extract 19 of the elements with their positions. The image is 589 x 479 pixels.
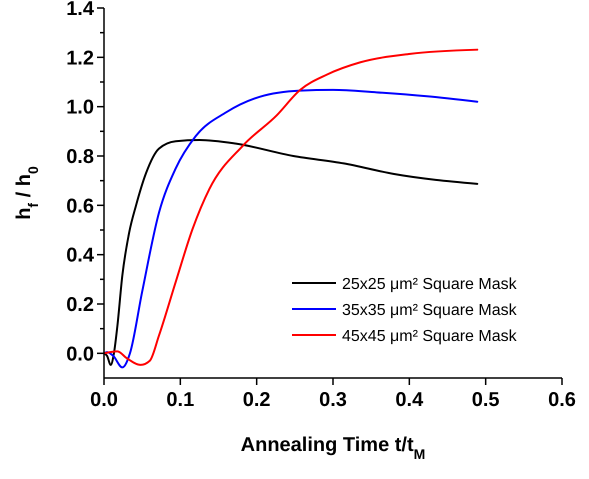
y-tick-label: 0.6 [66,195,94,218]
x-tick-label: 0.1 [166,389,194,411]
x-tick-label: 0.6 [548,389,576,411]
y-tick-label: 1.0 [66,96,94,119]
y-tick-label: 0.2 [66,294,94,316]
x-tick-label: 0.4 [395,389,424,411]
x-axis-title: Annealing Time t/t$_{M}$ [240,434,426,462]
x-tick-label: 0.3 [319,389,347,411]
y-tick-label: 0.8 [66,146,94,168]
x-tick-label: 0.0 [90,389,118,411]
x-tick-label: 0.2 [242,389,271,411]
y-tick-label: 0.0 [66,343,94,366]
y-tick-label: 1.4 [66,0,95,20]
x-tick-label: 0.5 [472,389,500,411]
legend-label: 45x45 μm² Square Mask [342,328,518,345]
legend-label: 25x25 μm² Square Mask [342,276,518,293]
y-tick-label: 1.2 [66,47,94,70]
legend-label: 35x35 μm² Square Mask [342,302,518,319]
y-tick-label: 0.4 [66,244,95,267]
